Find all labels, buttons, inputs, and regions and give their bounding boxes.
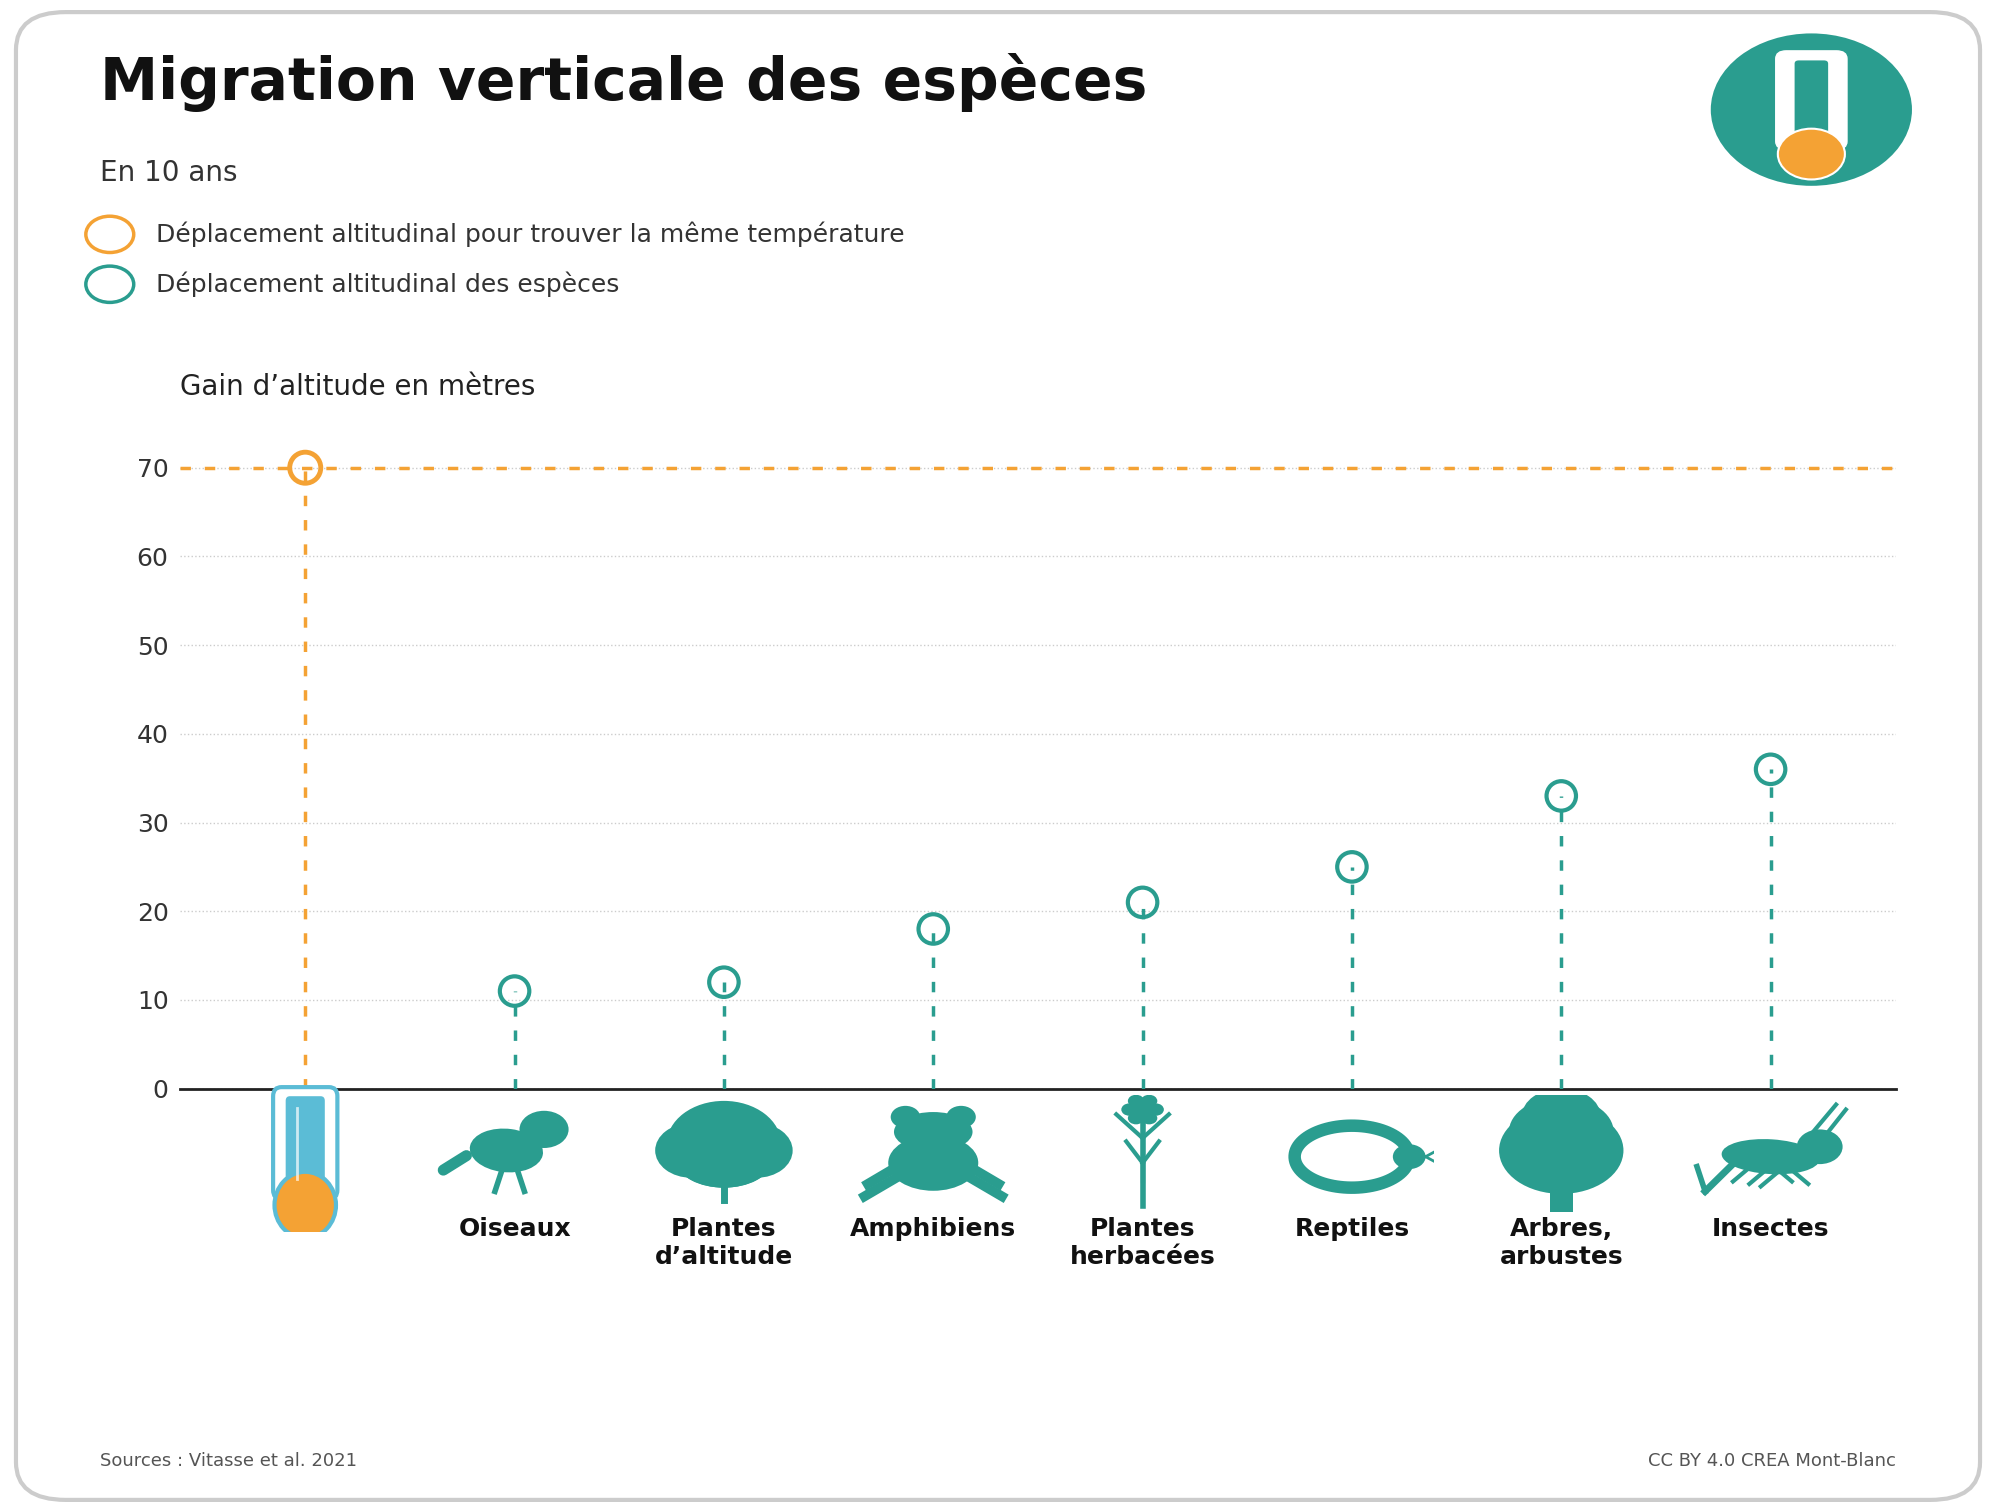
- Ellipse shape: [1499, 1107, 1623, 1194]
- Ellipse shape: [888, 1136, 978, 1191]
- FancyBboxPatch shape: [273, 1087, 337, 1199]
- Point: [709, 971, 741, 995]
- Text: Plantes
d’altitude: Plantes d’altitude: [655, 1217, 792, 1269]
- Text: Migration verticale des espèces: Migration verticale des espèces: [100, 53, 1148, 112]
- Ellipse shape: [894, 1111, 972, 1152]
- Point: [289, 455, 321, 479]
- FancyBboxPatch shape: [285, 1096, 325, 1188]
- FancyBboxPatch shape: [1776, 51, 1846, 150]
- Circle shape: [890, 1105, 920, 1128]
- Ellipse shape: [1122, 1104, 1138, 1116]
- Ellipse shape: [655, 1123, 727, 1178]
- Circle shape: [1134, 1102, 1152, 1117]
- Bar: [1549, 1175, 1573, 1213]
- Text: Insectes: Insectes: [1713, 1217, 1830, 1241]
- Ellipse shape: [1142, 1095, 1158, 1107]
- Ellipse shape: [1148, 1104, 1164, 1116]
- Text: Déplacement altitudinal pour trouver la même température: Déplacement altitudinal pour trouver la …: [156, 222, 904, 246]
- Circle shape: [1393, 1145, 1425, 1169]
- Text: Plantes
herbacées: Plantes herbacées: [1070, 1217, 1216, 1269]
- Ellipse shape: [1128, 1111, 1144, 1125]
- Text: En 10 ans: En 10 ans: [100, 159, 238, 187]
- Text: Amphibiens: Amphibiens: [850, 1217, 1016, 1241]
- Ellipse shape: [1523, 1089, 1601, 1143]
- Text: Oiseaux: Oiseaux: [459, 1217, 571, 1241]
- Point: [1545, 783, 1577, 807]
- Text: Reptiles: Reptiles: [1293, 1217, 1409, 1241]
- Point: [1126, 891, 1158, 915]
- Circle shape: [275, 1172, 335, 1238]
- FancyArrowPatch shape: [443, 1155, 467, 1170]
- Circle shape: [519, 1111, 569, 1148]
- Point: [499, 978, 531, 1002]
- Text: Déplacement altitudinal des espèces: Déplacement altitudinal des espèces: [156, 272, 619, 296]
- Ellipse shape: [475, 1132, 539, 1155]
- Ellipse shape: [1142, 1111, 1158, 1125]
- Ellipse shape: [1509, 1098, 1613, 1167]
- Ellipse shape: [721, 1123, 792, 1178]
- Ellipse shape: [469, 1128, 543, 1172]
- Point: [1335, 854, 1367, 878]
- Circle shape: [1711, 33, 1912, 186]
- FancyBboxPatch shape: [1794, 60, 1828, 138]
- Ellipse shape: [1128, 1095, 1144, 1107]
- Circle shape: [1796, 1129, 1842, 1164]
- Text: Sources : Vitasse et al. 2021: Sources : Vitasse et al. 2021: [100, 1452, 357, 1470]
- Text: CC BY 4.0 CREA Mont-Blanc: CC BY 4.0 CREA Mont-Blanc: [1649, 1452, 1896, 1470]
- Point: [918, 916, 950, 940]
- Circle shape: [946, 1105, 976, 1128]
- Ellipse shape: [667, 1101, 780, 1188]
- Ellipse shape: [1723, 1139, 1820, 1175]
- Text: Arbres,
arbustes: Arbres, arbustes: [1499, 1217, 1623, 1269]
- Text: Gain d’altitude en mètres: Gain d’altitude en mètres: [180, 372, 535, 401]
- Ellipse shape: [679, 1139, 770, 1188]
- Point: [1754, 758, 1786, 782]
- Circle shape: [1778, 129, 1844, 180]
